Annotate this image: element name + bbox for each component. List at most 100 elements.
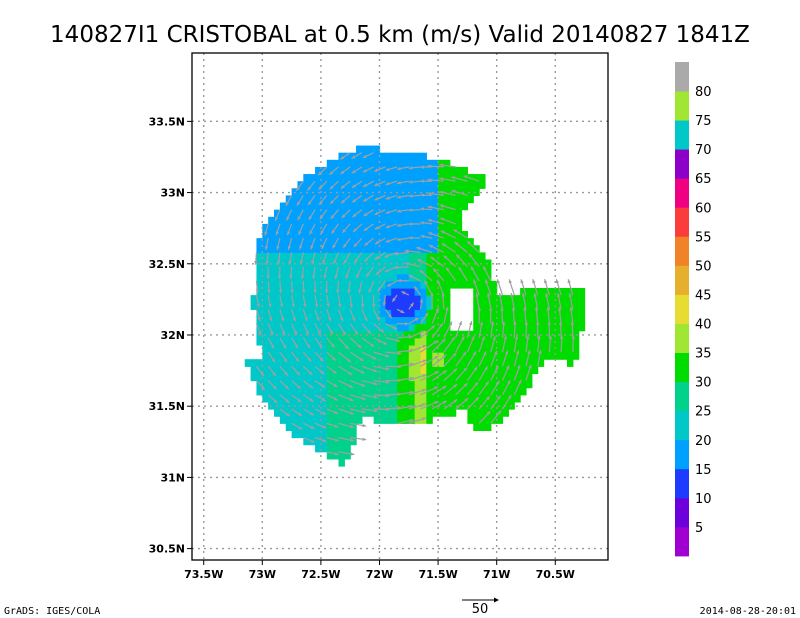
speed-cell xyxy=(414,181,422,189)
speed-cell xyxy=(432,387,439,396)
speed-cell xyxy=(432,302,439,310)
speed-cell xyxy=(449,209,457,218)
speed-cell xyxy=(426,266,433,275)
speed-cell xyxy=(449,380,457,389)
speed-cell xyxy=(461,238,468,246)
speed-cell xyxy=(443,352,451,360)
speed-cell xyxy=(379,316,386,325)
speed-cell xyxy=(391,245,398,253)
wind-vector-head xyxy=(503,335,507,340)
speed-cell xyxy=(520,287,527,296)
speed-cell xyxy=(297,316,304,325)
wind-vector-head xyxy=(396,338,401,343)
speed-cell xyxy=(350,245,357,253)
speed-cell xyxy=(484,302,492,310)
speed-cell xyxy=(332,280,340,289)
speed-cell xyxy=(449,195,457,204)
speed-cell xyxy=(367,287,375,296)
speed-cell xyxy=(578,302,586,310)
speed-cell xyxy=(449,238,457,246)
speed-cell xyxy=(414,252,422,261)
speed-cell xyxy=(402,252,410,261)
wind-vector-head xyxy=(374,409,378,413)
wind-vector-head xyxy=(380,328,384,333)
speed-cell xyxy=(455,238,463,246)
speed-cell xyxy=(297,373,304,382)
wind-vector-head xyxy=(439,163,443,167)
speed-cell xyxy=(367,188,375,197)
speed-cell xyxy=(256,266,263,275)
speed-cell xyxy=(373,159,381,168)
speed-cell xyxy=(490,316,498,325)
speed-cell xyxy=(350,295,357,303)
speed-cell xyxy=(455,181,463,189)
speed-cell xyxy=(385,416,392,424)
speed-cell xyxy=(490,409,498,417)
wind-vector-head xyxy=(340,317,344,322)
speed-cell xyxy=(338,366,345,375)
speed-cell xyxy=(385,302,392,310)
speed-cell xyxy=(402,323,410,332)
speed-cell xyxy=(291,309,299,318)
wind-vector-head xyxy=(363,227,368,231)
speed-cell xyxy=(473,174,480,182)
wind-vector-head xyxy=(329,171,334,175)
wind-vector-head xyxy=(258,331,262,336)
speed-cell xyxy=(379,202,386,211)
speed-cell xyxy=(256,273,263,282)
speed-cell xyxy=(315,295,322,303)
speed-cell xyxy=(367,330,375,339)
speed-cell xyxy=(356,302,363,310)
speed-cell xyxy=(309,344,316,353)
speed-cell xyxy=(309,309,316,318)
speed-cell xyxy=(285,387,293,396)
wind-vector-head xyxy=(433,268,437,273)
speed-cell xyxy=(291,394,299,403)
wind-vector-head xyxy=(456,254,460,259)
speed-cell xyxy=(443,209,451,218)
speed-cell xyxy=(414,202,422,211)
speed-cell xyxy=(479,302,486,310)
speed-cell xyxy=(367,316,375,325)
speed-cell xyxy=(326,223,334,232)
speed-cell xyxy=(426,323,433,332)
speed-cell xyxy=(467,238,474,246)
x-tick-label: 71W xyxy=(483,568,510,581)
colorbar-segment xyxy=(675,526,689,557)
wind-vector-head xyxy=(453,368,457,373)
wind-vector-head xyxy=(331,356,336,361)
speed-cell xyxy=(549,352,556,360)
wind-vector-head xyxy=(372,304,376,308)
speed-cell xyxy=(402,245,410,253)
speed-cell xyxy=(262,280,269,289)
speed-cell xyxy=(262,273,269,282)
speed-cell xyxy=(402,223,410,232)
speed-cell xyxy=(385,159,392,168)
colorbar-segment xyxy=(675,352,689,383)
speed-cell xyxy=(344,152,351,161)
speed-cell xyxy=(455,231,463,239)
speed-cell xyxy=(332,159,340,168)
speed-cell xyxy=(361,316,369,325)
speed-cell xyxy=(443,174,451,182)
speed-cell xyxy=(426,394,433,403)
wind-speed-field xyxy=(244,145,586,467)
speed-cell xyxy=(426,223,433,232)
speed-cell xyxy=(367,302,375,310)
speed-cell xyxy=(262,352,269,360)
speed-cell xyxy=(397,159,404,168)
wind-vector-head xyxy=(297,216,301,221)
speed-cell xyxy=(402,394,410,403)
wind-vector-head xyxy=(429,245,433,249)
speed-cell xyxy=(332,181,340,189)
speed-cell xyxy=(303,344,310,353)
speed-cell xyxy=(484,295,492,303)
speed-cell xyxy=(385,409,392,417)
speed-cell xyxy=(426,309,433,318)
speed-cell xyxy=(361,231,369,239)
speed-cell xyxy=(484,323,492,332)
wind-vector-head xyxy=(352,198,357,203)
speed-cell xyxy=(279,373,287,382)
speed-cell xyxy=(449,337,457,346)
wind-vector-head xyxy=(451,189,456,194)
